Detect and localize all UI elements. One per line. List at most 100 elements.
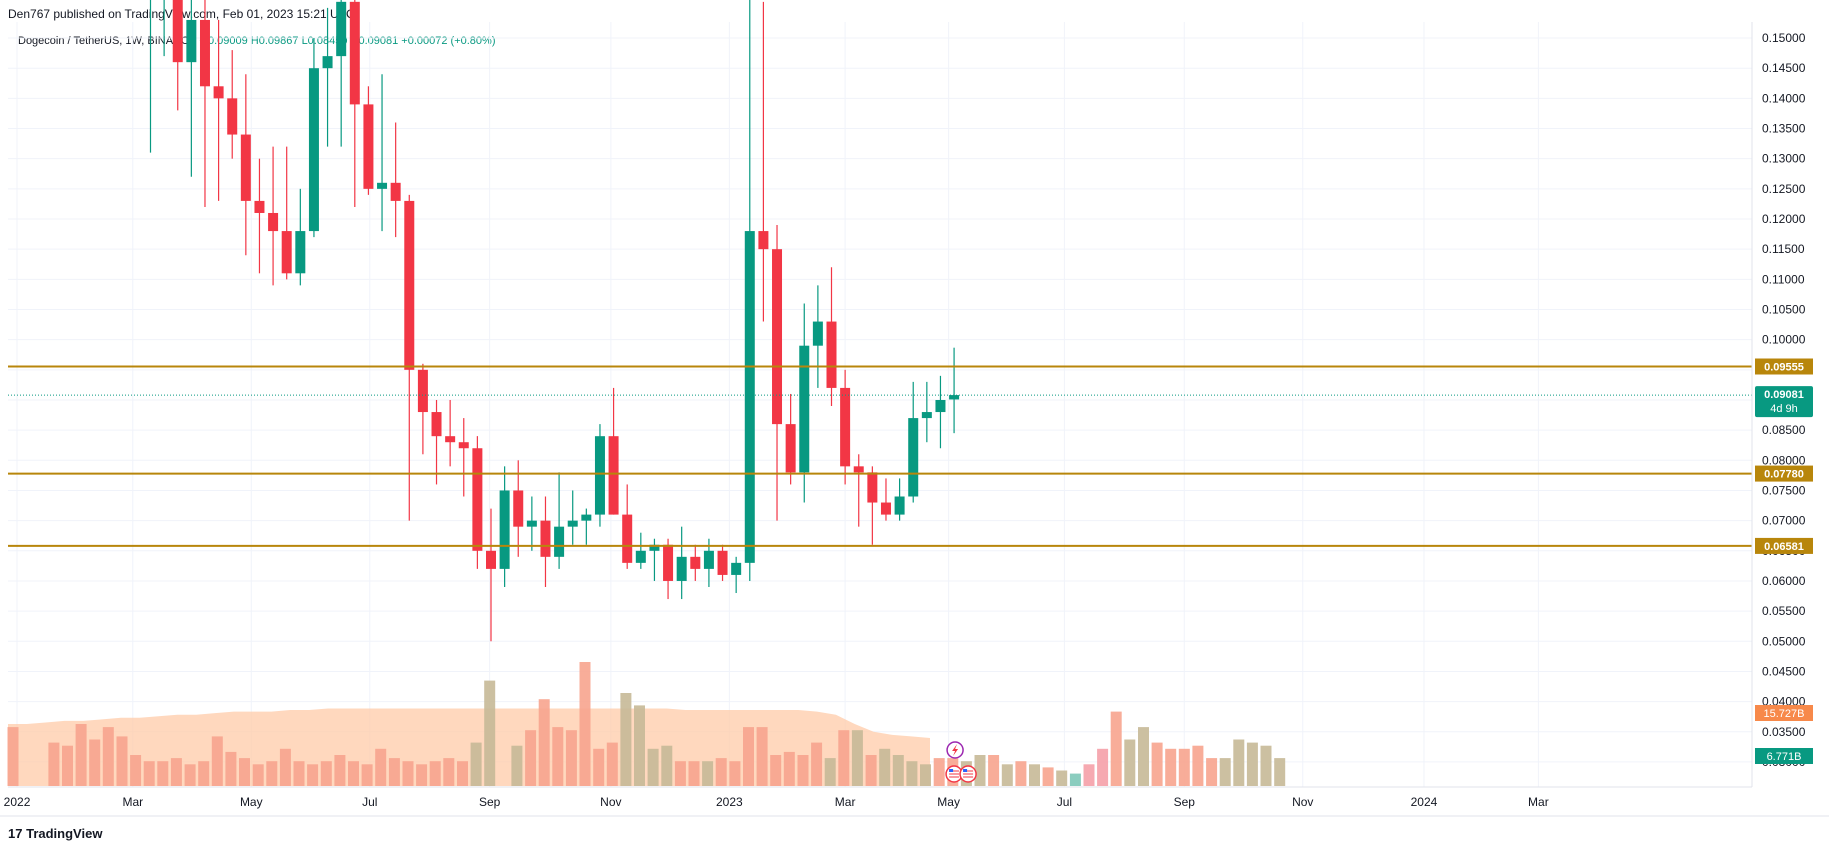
x-tick-label: Mar (122, 795, 143, 809)
candle (880, 478, 891, 521)
volume-bar (1001, 764, 1013, 786)
volume-bar (239, 758, 250, 786)
candle (690, 544, 701, 581)
volume-bar (143, 761, 155, 786)
candle (540, 496, 551, 587)
candle-body (172, 0, 183, 63)
x-tick-label: Nov (1292, 795, 1313, 809)
candle-body (799, 345, 810, 473)
volume-value-tag (1755, 748, 1813, 764)
candle-body (458, 442, 469, 449)
candle (581, 508, 592, 545)
volume-bar (211, 736, 223, 786)
x-tick-label: Jul (1057, 795, 1072, 809)
candle (363, 86, 374, 195)
volume-bar (674, 761, 686, 786)
tradingview-footer[interactable]: 17 TradingView (8, 826, 102, 841)
candle (717, 544, 728, 581)
volume-value-label: 15.727B (1764, 708, 1805, 720)
volume-bar (1260, 745, 1272, 786)
candle (281, 146, 292, 280)
x-tick-label: May (937, 795, 960, 809)
volume-bar (375, 748, 387, 786)
volume-bar (743, 727, 754, 786)
volume-bar (457, 761, 468, 786)
x-tick-label: Mar (1528, 795, 1549, 809)
y-tick-label: 0.11500 (1762, 242, 1805, 256)
y-tick-label: 0.07500 (1762, 483, 1806, 497)
volume-bar (361, 764, 373, 786)
candle (894, 478, 905, 521)
volume-bar (1083, 764, 1095, 786)
candle (377, 74, 388, 232)
candle (799, 303, 810, 503)
y-tick-label: 0.12000 (1762, 212, 1806, 226)
volume-bar (1178, 748, 1190, 786)
volume-bar (1151, 742, 1163, 786)
candle-body (949, 395, 960, 400)
volume-bar (702, 761, 714, 786)
volume-bar (157, 761, 169, 786)
x-tick-label: 2022 (4, 795, 31, 809)
candles (149, 0, 960, 642)
flag-canton (949, 769, 954, 772)
candle-body (499, 490, 510, 569)
candle (758, 1, 769, 322)
candle-body (513, 490, 524, 527)
candle-body (785, 424, 796, 473)
volume-bar (865, 755, 877, 786)
candle (826, 267, 837, 407)
candle-body (772, 249, 783, 425)
bar-countdown-label: 4d 9h (1770, 403, 1798, 415)
x-tick-label: May (240, 795, 263, 809)
volume-bar (307, 764, 319, 786)
candle-body (281, 231, 292, 274)
level-price-tag (1755, 537, 1813, 554)
level-price-label: 0.07780 (1764, 469, 1804, 481)
candle-body (227, 98, 238, 135)
candle-body (840, 387, 851, 467)
candle-body (744, 231, 755, 563)
volume-bar (470, 742, 482, 786)
candle (336, 0, 347, 147)
volume-bar (388, 758, 400, 786)
candle-body (717, 550, 728, 575)
candle (458, 418, 469, 497)
candle-body (867, 472, 878, 503)
y-tick-label: 0.05000 (1762, 634, 1806, 648)
volume-bar (661, 745, 673, 786)
x-tick-label: Nov (600, 795, 621, 809)
candle-body (758, 231, 769, 250)
candle-body (526, 520, 537, 527)
volume-bar (552, 727, 564, 786)
candle (772, 225, 783, 521)
volume-bar (579, 662, 591, 786)
candle (186, 0, 197, 177)
volume-bar (906, 761, 918, 786)
candle (149, 0, 152, 153)
axes: 0.15000 0.14500 0.14000 0.13500 0.13000 0.125… (0, 22, 1829, 817)
candle-body (308, 68, 319, 232)
volume-bar (797, 755, 809, 786)
y-tick-label: 0.10500 (1762, 302, 1806, 316)
candle (608, 387, 619, 515)
volume-bar (565, 730, 577, 786)
candle-body (295, 231, 306, 274)
candle-body (199, 19, 210, 87)
candle-body (581, 514, 592, 521)
candle-body (349, 1, 360, 105)
candle-body (622, 514, 633, 563)
candle (594, 424, 605, 527)
candle-body (472, 448, 483, 551)
candle-body (608, 436, 619, 515)
y-tick-label: 0.15000 (1762, 31, 1806, 45)
volume-bar (1246, 742, 1258, 786)
x-tick-label: Jul (362, 795, 377, 809)
level-price-tag (1755, 465, 1813, 482)
y-tick-label: 0.14500 (1762, 61, 1806, 75)
candle-body (240, 134, 251, 201)
tradingview-brand: TradingView (26, 826, 103, 841)
volume-bar (715, 758, 727, 786)
candle-body (213, 86, 224, 99)
